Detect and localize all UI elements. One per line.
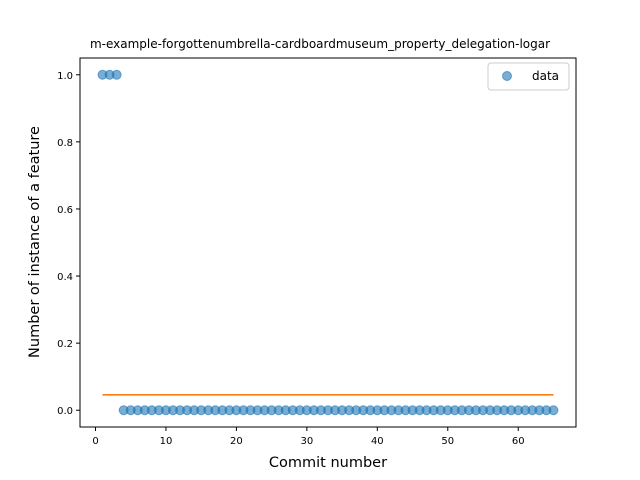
- y-tick-label: 1.0: [57, 71, 73, 82]
- x-tick-label: 20: [230, 436, 243, 447]
- y-tick-label: 0.4: [57, 272, 73, 283]
- legend: data: [487, 62, 570, 91]
- x-axis-title: Commit number: [269, 455, 387, 471]
- data-point: [548, 405, 559, 416]
- plot-area: 0 10 20 30 40 50 60 0.0 0.2 0.4 0.6 0.8 1.0: [57, 57, 577, 447]
- x-tick-label: 10: [160, 436, 173, 447]
- x-tick-label: 50: [441, 436, 454, 447]
- x-tick-label: 60: [512, 436, 525, 447]
- chart-title: m-example-forgottenumbrella-cardboardmus…: [90, 37, 550, 51]
- legend-box: [487, 62, 570, 91]
- legend-label-data: data: [532, 69, 559, 83]
- y-tick-label: 0.8: [57, 138, 73, 149]
- y-tick-label: 0.6: [57, 205, 73, 216]
- y-axis-title: Number of instance of a feature: [27, 126, 43, 358]
- x-tick-label: 40: [371, 436, 384, 447]
- data-point: [111, 69, 122, 80]
- y-tick-label: 0.0: [57, 406, 73, 417]
- axes-frame: [79, 57, 577, 428]
- y-tick-label: 0.2: [57, 339, 73, 350]
- x-tick-label: 30: [300, 436, 313, 447]
- x-tick-label: 0: [92, 436, 98, 447]
- legend-marker-data: [502, 71, 512, 81]
